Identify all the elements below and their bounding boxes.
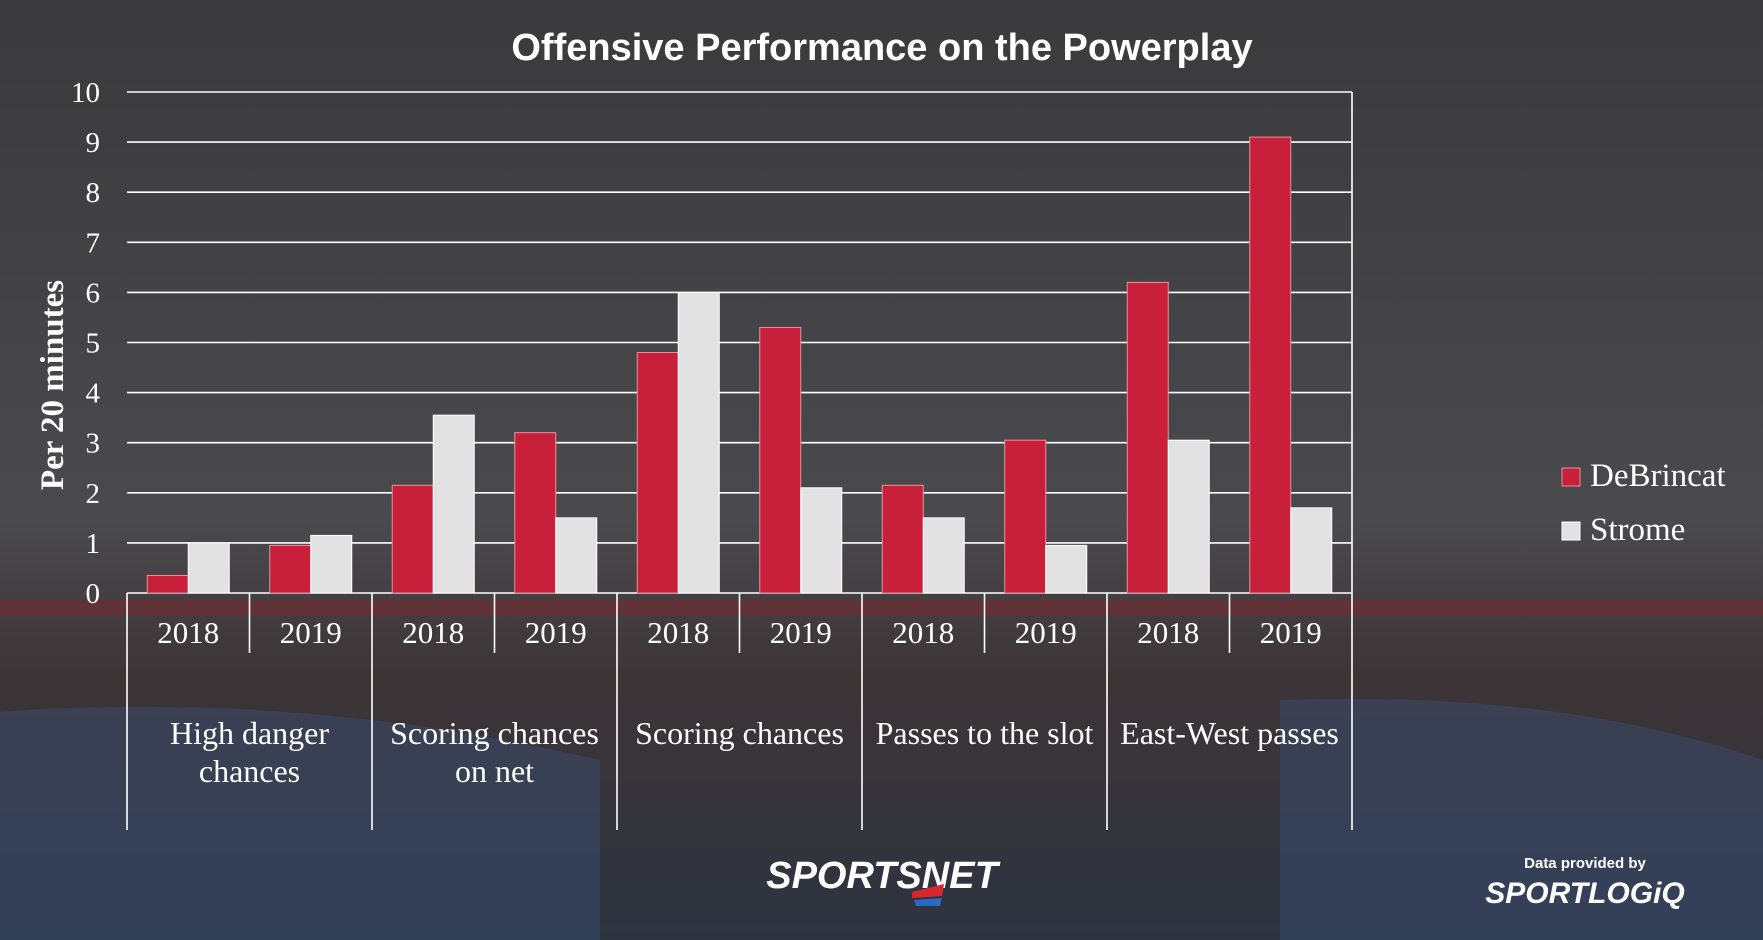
x-tick-year: 2018: [892, 615, 954, 650]
legend-label-debrincat: DeBrincat: [1590, 458, 1726, 494]
x-tick-year: 2019: [280, 615, 342, 650]
x-group-label: East-West passes: [1120, 715, 1339, 751]
legend-swatch-debrincat: [1561, 467, 1581, 487]
sportlogiq-wordmark: SPORTLOGiQ: [1485, 877, 1684, 910]
chart-title: Offensive Performance on the Powerplay: [511, 27, 1252, 69]
bar-debrincat: [391, 484, 434, 594]
x-group-label: High danger: [170, 715, 329, 751]
bar-debrincat: [1004, 439, 1047, 594]
legend-swatch-strome: [1561, 521, 1581, 541]
sportsnet-wordmark: SPORTSNET: [766, 855, 1000, 897]
bars: [146, 136, 1333, 594]
x-tick-year: 2018: [1137, 615, 1199, 650]
y-tick-label: 6: [86, 277, 101, 309]
legend-label-strome: Strome: [1590, 512, 1685, 548]
bar-strome: [1167, 439, 1210, 594]
bar-strome: [555, 517, 598, 594]
x-group-label: on net: [455, 753, 534, 789]
bar-debrincat: [881, 484, 924, 594]
y-tick-label: 4: [86, 378, 101, 410]
y-tick-label: 10: [71, 77, 100, 109]
bar-debrincat: [636, 352, 679, 594]
bar-strome: [1290, 507, 1333, 594]
y-tick-label: 8: [86, 177, 101, 209]
bar-debrincat: [1126, 281, 1169, 594]
bar-strome: [432, 414, 475, 594]
x-tick-year: 2019: [525, 615, 587, 650]
data-provider-note: Data provided by: [1524, 855, 1646, 872]
x-group-label: Scoring chances: [635, 715, 844, 751]
bar-strome: [922, 517, 965, 594]
y-tick-label: 9: [86, 127, 101, 159]
bar-debrincat: [759, 326, 802, 594]
bar-strome: [800, 487, 843, 594]
x-tick-year: 2019: [770, 615, 832, 650]
bar-debrincat: [1249, 136, 1292, 594]
bar-debrincat: [514, 432, 557, 594]
y-tick-label: 5: [86, 328, 101, 360]
y-axis-label: Per 20 minutes: [35, 280, 71, 490]
legend: DeBrincat Strome: [1561, 458, 1726, 548]
x-group-label: chances: [199, 753, 300, 789]
sportsnet-swoosh-blue: [914, 898, 942, 906]
x-tick-year: 2018: [157, 615, 219, 650]
x-tick-year: 2019: [1015, 615, 1077, 650]
x-group-label: Passes to the slot: [876, 715, 1094, 751]
y-tick-label: 2: [86, 478, 101, 510]
bar-strome: [677, 291, 720, 594]
y-tick-label: 0: [86, 578, 101, 610]
bar-debrincat: [146, 574, 189, 594]
y-tick-label: 7: [86, 227, 101, 259]
bar-strome: [1045, 544, 1088, 594]
y-axis-ticks: 0 1 2 3 4 5 6 7 8 9 10: [71, 77, 101, 610]
bar-strome: [187, 542, 230, 594]
x-tick-year: 2019: [1260, 615, 1322, 650]
y-tick-label: 3: [86, 428, 101, 460]
x-tick-year: 2018: [402, 615, 464, 650]
x-group-label: Scoring chances: [390, 715, 599, 751]
bar-debrincat: [269, 544, 312, 594]
y-tick-label: 1: [86, 528, 101, 560]
bar-strome: [310, 534, 353, 594]
sportsnet-swoosh-red: [912, 884, 944, 898]
sportsnet-logo: SPORTSNET: [766, 855, 1001, 906]
x-tick-year: 2018: [647, 615, 709, 650]
